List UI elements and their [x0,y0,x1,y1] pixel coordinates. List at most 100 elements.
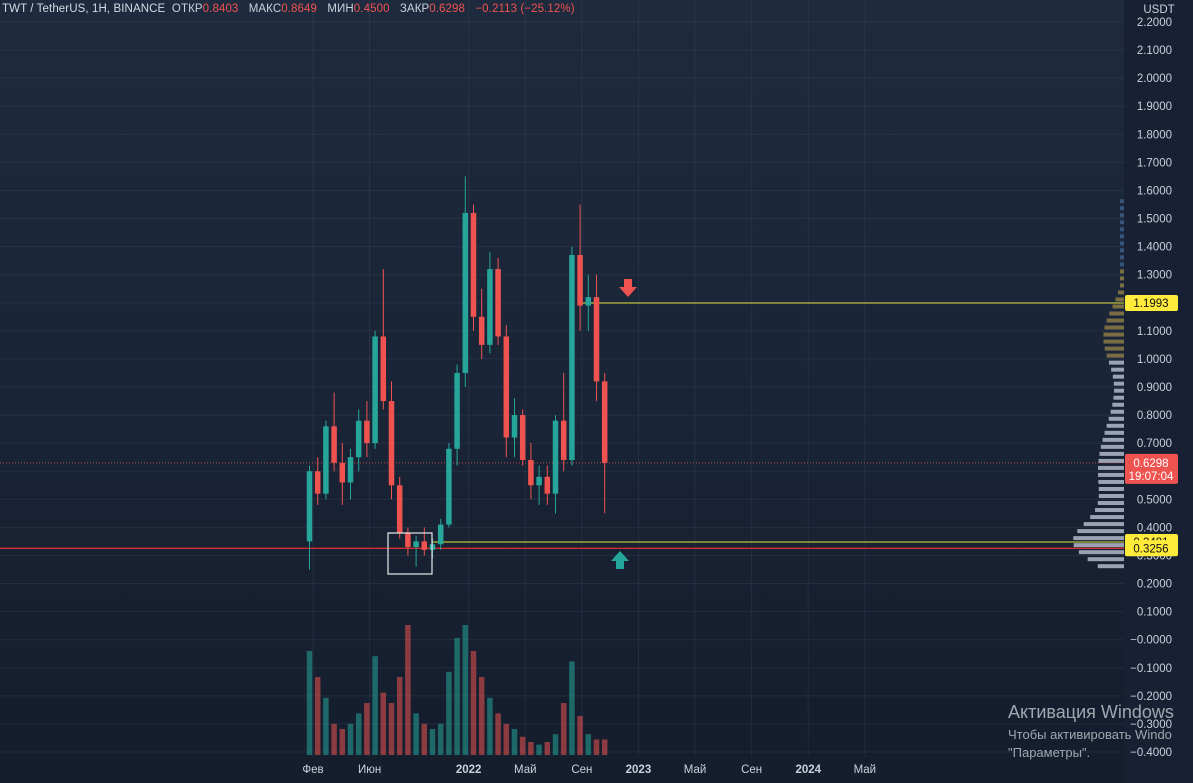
volume-profile-row [1120,234,1124,239]
y-tick-label: 0.2000 [1137,579,1172,591]
symbol-title[interactable]: TWT / TetherUS, 1H, BINANCE [2,3,166,15]
candle-body [478,316,485,345]
volume-profile-row [1077,529,1124,534]
volume-profile-row [1083,522,1124,527]
x-tick-label: 2022 [456,764,482,776]
volume-profile-row [1095,508,1124,513]
volume-bar [446,671,452,755]
candle-body [536,476,542,486]
candle-body [560,420,567,460]
horizontal-levels[interactable] [0,302,1124,549]
highlight-box [387,532,433,575]
candle-body [421,541,428,550]
candle-body [593,297,600,382]
volume-profile-row [1109,311,1124,316]
candle-body [355,420,362,458]
candle-body [569,255,575,460]
volume-bar [503,723,510,755]
volume-bar [347,723,354,755]
y-tick-label: 2.0000 [1137,73,1172,85]
last-price-badge: 0.6298 [1133,458,1168,470]
candle-body [454,372,460,449]
up-arrow-icon [611,551,629,569]
candle-body [323,426,329,494]
candle-body [528,460,534,486]
volume-profile-row [1078,550,1124,555]
candlesticks [306,176,608,570]
volume-profile-row [1098,486,1124,491]
x-tick-label: Сен [741,764,762,776]
volume-profile-row [1120,255,1124,260]
volume-profile-row [1120,262,1124,267]
x-tick-label: Июн [358,764,381,776]
low-label: МИН [327,3,354,15]
y-tick-label: 2.1000 [1137,45,1172,57]
volume-profile-row [1110,409,1124,414]
volume-profile-row [1106,353,1124,358]
volume-profile-row [1106,318,1124,323]
volume-profile-row [1120,220,1124,225]
volume-bar [560,703,567,755]
candle-body [339,462,346,483]
watermark-line-2: Чтобы активировать Windo [1008,727,1172,742]
open-value: 0.8403 [202,3,239,15]
volume-profile-row [1112,402,1124,407]
volume-profile-row [1118,290,1124,295]
candle-body [511,415,518,438]
y-tick-label: −0.4000 [1130,747,1172,759]
volume-profile-row [1103,339,1124,344]
volume-bar [585,734,592,755]
volume-bar [511,729,518,755]
volume-profile-row [1090,515,1124,520]
volume-bar [314,677,321,755]
volume-profile-row [1120,199,1124,204]
volume-bar [388,703,395,755]
volume-profile-row [1104,430,1124,435]
x-tick-label: Май [514,764,537,776]
volume-bar [519,736,526,755]
x-tick-label: Фев [302,764,323,776]
candle-body [364,420,370,444]
level-badge-1-bg [1125,294,1178,311]
volume-profile-row [1115,297,1124,302]
volume-profile-row [1120,248,1124,253]
chart-grid [0,0,1124,757]
y-tick-label: −0.1000 [1130,663,1172,675]
y-tick-label: 0.4000 [1137,522,1172,534]
volume-bar [593,739,600,755]
volume-profile [1073,199,1124,569]
time-axis[interactable]: Фев Июн 2022 Май Сен 2023 Май Сен 2024 Май [0,757,1124,783]
volume-profile-row [1104,346,1124,351]
volume-profile-row [1108,360,1124,365]
drawing-marks[interactable] [387,279,637,575]
volume-profile-row [1120,283,1124,288]
high-value: 0.8649 [281,3,318,15]
volume-bar [372,656,378,755]
volume-profile-row [1097,564,1124,569]
volume-bar [437,723,444,755]
volume-profile-row [1106,423,1124,428]
candle-body [544,476,551,494]
volume-bar [552,734,559,755]
volume-bar [339,729,346,755]
y-tick-label: 1.5000 [1137,214,1172,226]
volume-profile-row [1099,451,1124,456]
volume-bar [487,697,493,755]
volume-profile-row [1098,465,1124,470]
candle-body [552,420,559,494]
time-axis-bg [0,757,1124,783]
volume-bar [380,692,387,755]
candle-body [380,336,387,402]
y-tick-label: −0.2000 [1130,691,1172,703]
y-tick-label: 1.4000 [1137,242,1172,254]
volume-bar [495,713,501,755]
candle-body [372,336,378,444]
close-value: 0.6298 [429,3,466,15]
volume-profile-row [1073,536,1124,541]
volume-profile-row [1114,388,1124,393]
volume-bars [306,625,608,755]
candle-body [495,269,501,337]
candle-body [306,471,313,542]
